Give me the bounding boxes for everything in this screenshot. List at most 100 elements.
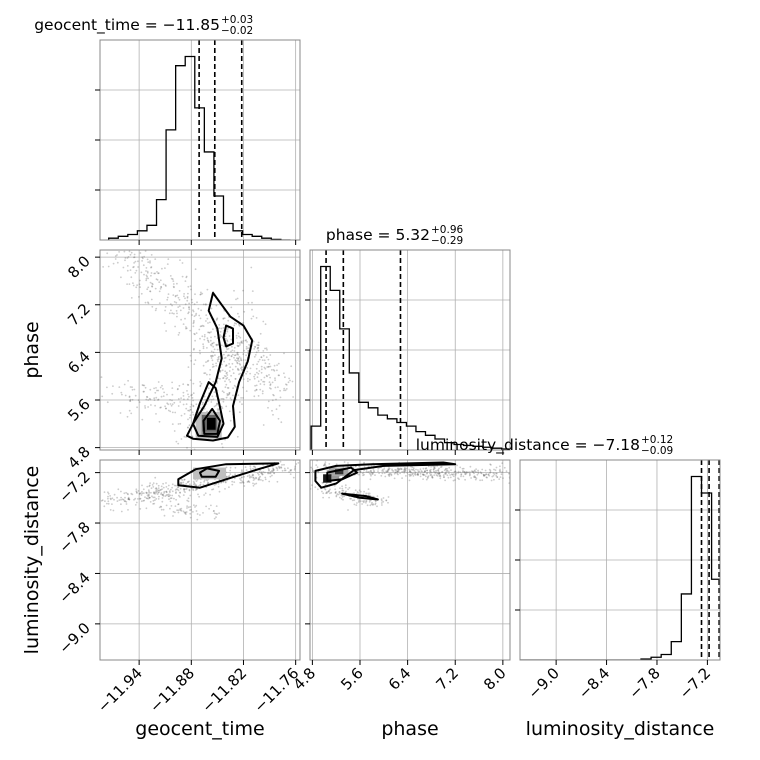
sample-point: [221, 446, 224, 449]
sample-point: [192, 382, 195, 385]
sample-point: [171, 393, 174, 396]
sample-point: [264, 362, 267, 365]
sample-point: [392, 470, 395, 472]
sample-point: [197, 485, 200, 487]
sample-point: [160, 492, 163, 494]
sample-point: [155, 498, 158, 500]
sample-point: [258, 477, 260, 480]
sample-point: [228, 391, 231, 394]
sample-point: [368, 472, 371, 475]
sample-point: [370, 503, 373, 506]
sample-point: [431, 476, 433, 478]
density-cell: [331, 475, 340, 482]
sample-point: [444, 472, 447, 475]
sample-point: [224, 356, 227, 359]
sample-point: [228, 370, 231, 372]
sample-point: [252, 340, 255, 343]
sample-point: [180, 414, 183, 417]
sample-point: [388, 475, 391, 477]
sample-point: [502, 477, 504, 479]
sample-point: [168, 493, 170, 496]
sample-point: [188, 302, 191, 305]
sample-point: [265, 374, 268, 377]
sample-point: [187, 366, 190, 368]
sample-point: [213, 517, 216, 520]
sample-point: [227, 393, 230, 396]
sample-point: [272, 469, 275, 472]
sample-point: [426, 477, 429, 479]
sample-point: [474, 470, 476, 473]
sample-point: [158, 506, 161, 509]
sample-point: [161, 267, 163, 270]
sample-point: [317, 471, 320, 474]
sample-point: [136, 406, 139, 409]
sample-point: [246, 341, 248, 343]
sample-point: [233, 324, 236, 327]
sample-point: [473, 475, 476, 477]
sample-point: [229, 473, 232, 475]
sample-point: [171, 312, 174, 315]
sample-point: [189, 516, 192, 519]
sample-point: [268, 480, 271, 483]
sample-point: [240, 359, 243, 362]
sample-point: [511, 478, 513, 480]
sample-point: [457, 477, 459, 480]
sample-point: [106, 401, 109, 404]
sample-point: [241, 469, 243, 472]
sample-point: [255, 317, 258, 319]
sample-point: [403, 468, 406, 471]
sample-point: [429, 472, 431, 475]
sample-point: [127, 256, 130, 258]
sample-point: [253, 395, 256, 398]
title-main: phase = 5.32: [326, 226, 430, 244]
sample-point: [421, 470, 423, 473]
sample-point: [164, 309, 167, 312]
sample-point: [252, 315, 255, 318]
sample-point: [127, 379, 129, 382]
sample-point: [247, 480, 250, 483]
sample-point: [226, 374, 229, 376]
sample-point: [177, 388, 179, 390]
sample-point: [188, 306, 190, 309]
sample-point: [230, 350, 232, 353]
sample-point: [481, 479, 484, 482]
sample-point: [242, 289, 245, 292]
sample-point: [187, 426, 189, 429]
sample-point: [107, 492, 110, 495]
sample-point: [446, 469, 448, 472]
sample-point: [150, 266, 152, 269]
sample-point: [464, 478, 466, 481]
sample-point: [283, 467, 286, 470]
sample-point: [462, 475, 465, 478]
sample-point: [236, 297, 239, 300]
sample-point: [451, 473, 453, 476]
y-axis-label-luminosity_distance: luminosity_distance: [21, 466, 43, 655]
sample-point: [157, 272, 160, 275]
sample-point: [137, 260, 139, 263]
sample-point: [155, 278, 158, 281]
sample-point: [193, 482, 196, 485]
sample-point: [435, 474, 438, 476]
sample-point: [179, 481, 182, 484]
sample-point: [200, 291, 202, 294]
contour-level-1: [326, 466, 358, 482]
sample-point: [252, 477, 255, 479]
sample-point: [199, 514, 201, 516]
sample-point: [198, 495, 201, 498]
sample-point: [483, 474, 485, 477]
sample-point: [444, 479, 446, 482]
sample-point: [269, 376, 271, 379]
sample-point: [176, 312, 178, 315]
sample-point: [229, 466, 232, 469]
sample-point: [268, 472, 271, 475]
sample-point: [238, 411, 241, 414]
sample-point: [342, 489, 345, 492]
sample-point: [285, 388, 288, 390]
sample-point: [342, 498, 344, 501]
sample-point: [188, 424, 191, 427]
sample-point: [160, 508, 163, 511]
sample-point: [185, 276, 188, 279]
sample-point: [129, 398, 132, 401]
sample-point: [438, 472, 441, 474]
sample-point: [191, 435, 194, 438]
